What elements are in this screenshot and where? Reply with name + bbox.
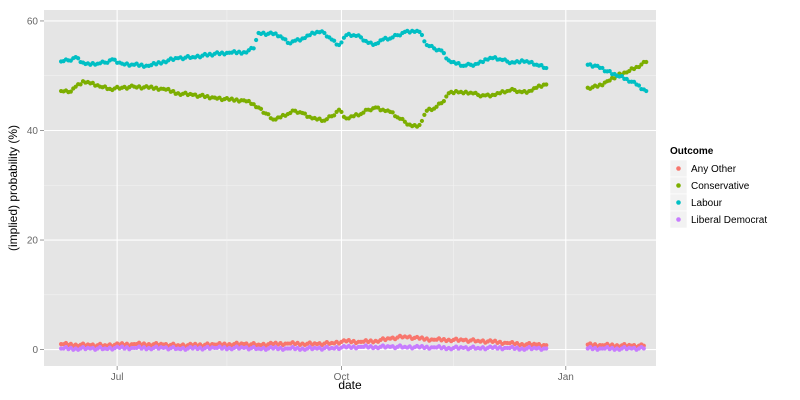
data-point [419,32,425,38]
legend-item-labour: Labour [669,193,723,212]
series-labour [58,28,649,94]
data-point [390,110,395,115]
data-point [171,89,176,94]
legend-marker [676,217,681,222]
y-tick-label: 40 [27,126,39,137]
data-point [336,42,342,48]
data-point [78,82,83,87]
data-point [254,37,259,43]
y-tick-label: 20 [27,236,39,247]
data-point [417,29,422,35]
data-point [544,65,549,71]
data-point [358,35,364,40]
legend-item-any-other: Any Other [669,159,737,178]
legend-marker [676,183,681,188]
data-point [283,37,288,42]
legend-marker [676,166,681,171]
data-point [332,38,337,43]
data-point [641,346,646,351]
data-point [375,105,381,110]
x-tick-label: Jul [111,372,124,383]
data-point [251,102,256,107]
data-point [644,59,649,65]
data-point [246,98,251,104]
data-point [456,60,461,66]
data-point [341,35,347,40]
x-axis-title: date [338,378,362,392]
legend-item-liberal-democrat: Liberal Democrat [669,210,767,229]
data-point [166,86,171,92]
data-point [339,40,344,45]
data-point [529,59,534,65]
legend-label: Conservative [691,181,750,192]
legend-item-conservative: Conservative [669,176,750,195]
data-point [544,82,549,87]
data-point [332,113,337,118]
x-tick-label: Jan [558,372,574,383]
y-axis-title: (implied) probability (%) [6,125,20,251]
series-conservative [58,59,649,129]
data-point [539,62,544,68]
legend-title: Outcome [670,146,714,157]
gridlines [44,10,656,366]
y-tick-label: 60 [27,16,39,27]
data-point [302,111,307,116]
data-point [636,83,642,88]
data-point [90,80,95,85]
data-point [400,116,405,122]
data-point [600,83,605,88]
x-tick-label: Oct [334,372,350,383]
data-point [627,68,632,74]
data-point [444,94,449,99]
data-point [422,112,427,117]
y-axis-ticks: 0 20 40 60 [27,16,44,356]
data-point [258,106,264,111]
y-tick-label: 0 [32,345,38,356]
data-point [402,119,407,124]
data-point [339,109,344,115]
data-point [434,104,439,109]
data-point [322,30,327,36]
data-point [266,112,271,117]
data-point [480,59,485,65]
data-point [417,122,422,128]
data-point [324,117,329,122]
data-point [612,76,617,81]
legend-marker [676,200,681,205]
data-point [361,110,366,115]
data-point [251,46,256,51]
legend: Outcome Any Other Conservative Labour Liber… [669,146,767,229]
data-point [439,48,444,53]
data-point [607,78,612,83]
data-point [644,88,649,94]
data-point [607,69,612,74]
legend-label: Labour [691,198,723,209]
data-point [600,65,605,71]
data-point [544,343,549,348]
data-point [441,51,446,56]
legend-label: Any Other [691,164,737,175]
data-point [68,89,73,94]
data-point [624,76,629,82]
data-point [441,99,446,104]
data-point [419,118,425,124]
data-point [631,79,637,84]
data-point [422,39,427,44]
data-point [112,57,117,62]
data-point [619,73,624,79]
legend-items: Any Other Conservative Labour Liberal Democ… [669,159,767,229]
data-point [544,346,549,351]
x-axis-ticks: Jul Oct Jan [111,366,574,383]
data-point [76,56,81,61]
panel-background [44,10,656,366]
data-points [58,28,649,352]
series-liberal-democrat [58,343,646,352]
data-point [375,41,381,46]
legend-label: Liberal Democrat [691,215,767,226]
data-point [273,31,278,36]
